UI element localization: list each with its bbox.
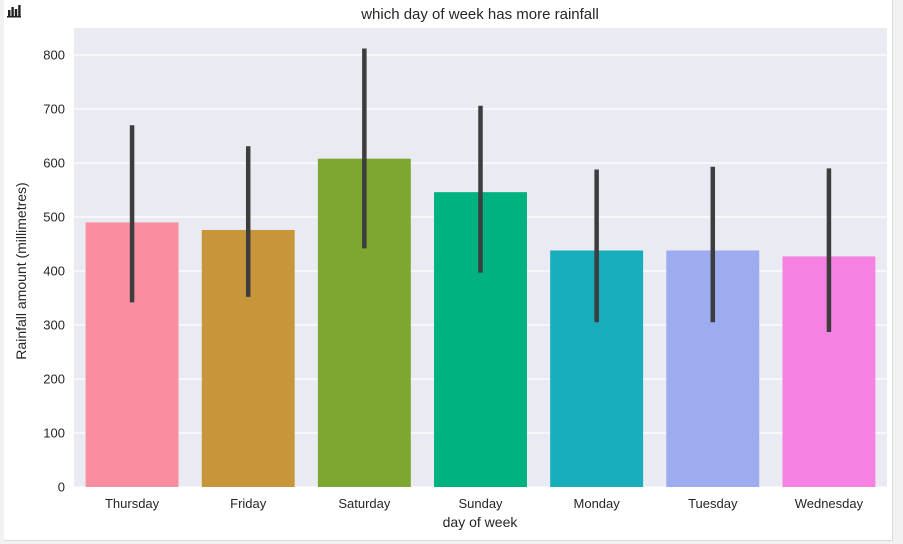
y-tick-label: 500 bbox=[43, 210, 65, 225]
x-tick-label: Friday bbox=[230, 496, 267, 511]
x-tick-label: Thursday bbox=[105, 496, 160, 511]
y-tick-label: 400 bbox=[43, 264, 65, 279]
y-tick-label: 300 bbox=[43, 318, 65, 333]
y-tick-labels: 0 100 200 300 400 500 600 700 800 bbox=[43, 48, 65, 495]
bar-chart-icon[interactable] bbox=[6, 4, 22, 18]
x-axis-label: day of week bbox=[443, 514, 519, 530]
x-tick-label: Tuesday bbox=[688, 496, 738, 511]
x-tick-label: Monday bbox=[574, 496, 621, 511]
x-tick-label: Saturday bbox=[338, 496, 391, 511]
y-tick-label: 700 bbox=[43, 102, 65, 117]
y-tick-label: 600 bbox=[43, 156, 65, 171]
chart-title: which day of week has more rainfall bbox=[360, 6, 599, 23]
x-tick-labels: Thursday Friday Saturday Sunday Monday Tuesda… bbox=[105, 496, 864, 511]
x-tick-label: Sunday bbox=[458, 496, 503, 511]
error-bars bbox=[129, 48, 832, 333]
x-tick-label: Wednesday bbox=[795, 496, 864, 511]
y-tick-label: 0 bbox=[58, 480, 65, 495]
y-tick-label: 200 bbox=[43, 372, 65, 387]
y-tick-label: 800 bbox=[43, 48, 65, 63]
y-tick-label: 100 bbox=[43, 426, 65, 441]
y-axis-label: Rainfall amount (millimetres) bbox=[13, 182, 29, 359]
